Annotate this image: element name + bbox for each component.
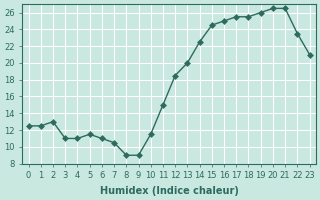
- X-axis label: Humidex (Indice chaleur): Humidex (Indice chaleur): [100, 186, 238, 196]
